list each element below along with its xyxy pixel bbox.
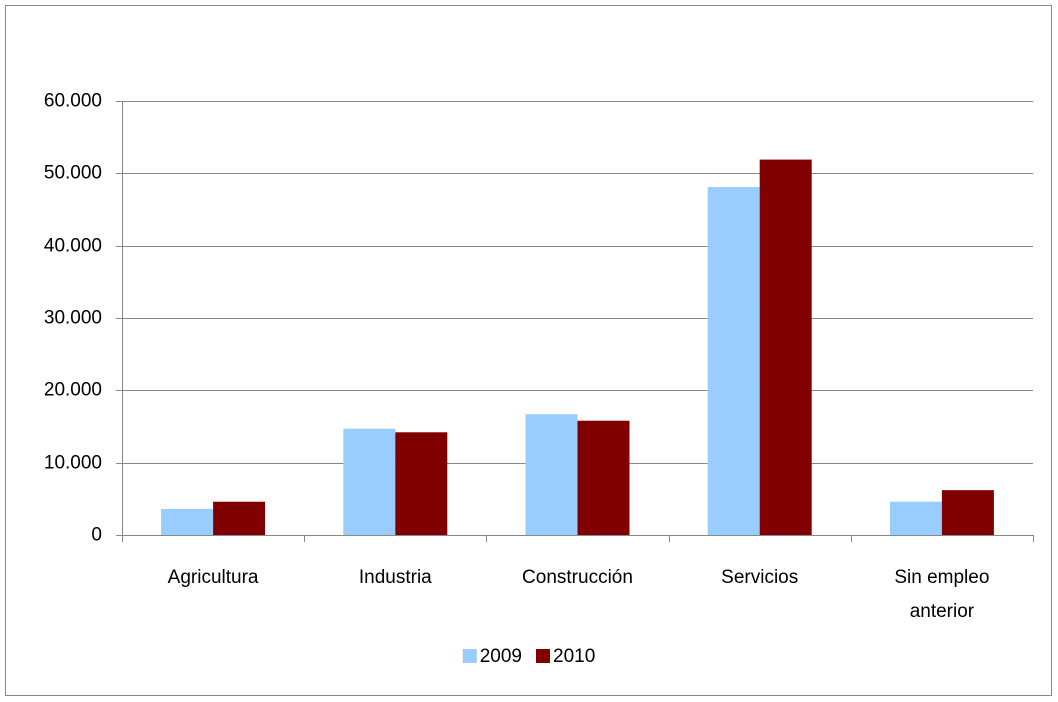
bar [161, 508, 214, 535]
bar [213, 501, 266, 535]
bar [889, 501, 942, 535]
legend-label: 2009 [480, 646, 522, 667]
legend-swatch [536, 649, 550, 663]
x-tick-label: Construcción [522, 567, 633, 588]
legend-label: 2010 [553, 646, 595, 667]
y-tick-label: 50.000 [44, 163, 102, 184]
y-tick-label: 20.000 [44, 380, 102, 401]
y-tick-label: 60.000 [44, 91, 102, 112]
x-tick-label: Sin empleo anterior [894, 567, 989, 622]
bar [759, 159, 812, 535]
bar [395, 432, 448, 535]
y-tick-label: 30.000 [44, 308, 102, 329]
chart-frame [5, 5, 1052, 696]
bar [707, 187, 760, 535]
bar [577, 420, 630, 535]
x-tick-label: Agricultura [168, 567, 259, 588]
y-tick-label: 0 [91, 525, 102, 546]
legend: 2009 2010 [462, 646, 595, 667]
legend-swatch [462, 649, 477, 663]
x-tick-label: Industria [359, 567, 432, 588]
y-tick-label: 10.000 [44, 453, 102, 474]
bar [525, 414, 578, 535]
bar [941, 490, 994, 535]
x-tick-label: Servicios [721, 567, 798, 588]
bar [343, 428, 396, 535]
y-tick-label: 40.000 [44, 236, 102, 257]
